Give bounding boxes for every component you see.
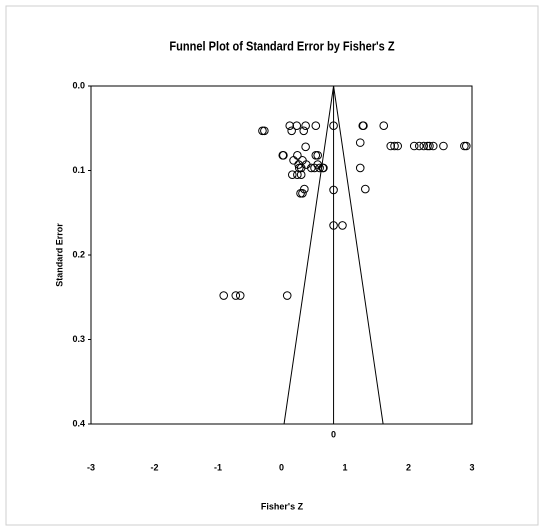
point: [315, 163, 324, 173]
point: [301, 142, 310, 152]
y-tick-label: 0.1: [72, 165, 85, 175]
point: [393, 141, 403, 151]
y-tick-label: 0.3: [72, 334, 85, 344]
point: [414, 141, 424, 151]
x-tick-label: 0: [279, 462, 284, 472]
point: [329, 185, 338, 195]
point: [355, 138, 365, 147]
point: [282, 291, 292, 300]
funnel-upper: [333, 85, 384, 425]
point: [379, 121, 389, 131]
chart-title: Funnel Plot of Standard Error by Fisher'…: [169, 39, 395, 54]
point: [298, 189, 307, 198]
point: [296, 170, 306, 180]
point: [361, 184, 370, 194]
point: [285, 121, 295, 131]
point: [296, 163, 306, 173]
funnel-lower: [283, 85, 335, 425]
point: [235, 291, 245, 300]
point: [307, 163, 316, 173]
x-tick-label: -1: [214, 462, 222, 472]
point: [293, 170, 302, 180]
x-tick-label: -3: [87, 462, 95, 472]
point: [299, 126, 309, 136]
point: [461, 141, 471, 151]
point: [329, 221, 338, 230]
y-tick-label: 0.4: [72, 418, 85, 428]
point: [287, 170, 297, 180]
point: [338, 221, 347, 230]
x-tick-label: 2: [406, 462, 411, 472]
point: [409, 141, 419, 151]
frame: [5, 5, 539, 526]
point: [355, 163, 365, 173]
point: [313, 150, 322, 160]
point: [319, 163, 328, 173]
x-tick-label: 3: [469, 462, 474, 472]
point: [219, 291, 229, 300]
point: [231, 291, 241, 300]
point: [287, 126, 296, 136]
y-tick-label: 0.0: [72, 80, 85, 90]
point: [419, 141, 429, 151]
point: [428, 141, 438, 151]
point: [310, 163, 319, 173]
x-tick-label: 1: [342, 462, 347, 472]
point: [260, 126, 269, 136]
point: [301, 121, 310, 131]
x-tick-label: -2: [150, 462, 158, 472]
point: [329, 121, 338, 131]
y-tick-label: 0.2: [72, 249, 85, 259]
annotation: 0: [331, 429, 336, 439]
y-axis-label: Standard Error: [54, 223, 64, 287]
x-axis-label: Fisher's Z: [261, 501, 304, 511]
point: [279, 150, 288, 160]
point: [292, 121, 302, 131]
point: [311, 121, 321, 131]
point: [386, 141, 396, 151]
point: [359, 121, 368, 131]
point: [390, 141, 399, 151]
point: [425, 141, 434, 151]
point: [439, 141, 448, 151]
point: [289, 156, 298, 165]
